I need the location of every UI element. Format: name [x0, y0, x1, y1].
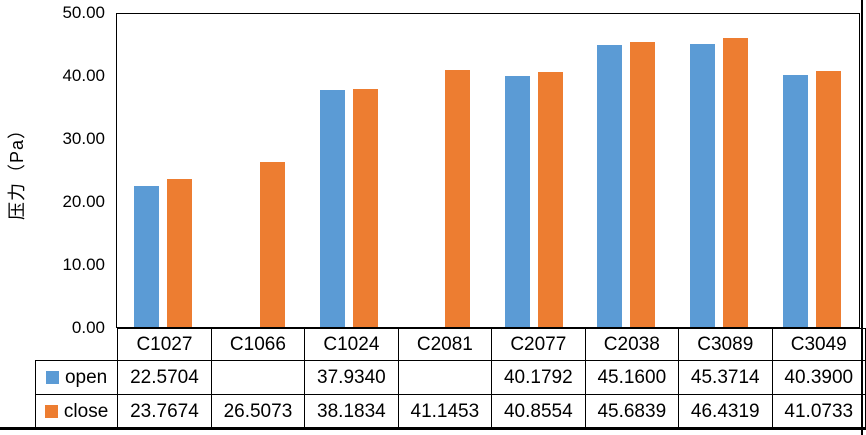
value-cell: 40.3900	[771, 360, 866, 395]
table-corner-cell	[36, 329, 118, 361]
legend-cell-close: close	[34, 394, 119, 429]
bar-open-C3089	[689, 44, 715, 327]
value-cell: 41.0733	[771, 394, 866, 429]
category-header-cell: C2081	[397, 328, 493, 361]
y-tick-label: 10.00	[62, 255, 105, 274]
category-header-cell: C1066	[210, 328, 306, 361]
bar-open-C2038	[597, 45, 623, 327]
series-name-label: close	[63, 400, 109, 422]
y-tick-label: 20.00	[62, 192, 105, 211]
bar-open-C1027	[134, 186, 160, 327]
value-cell: 22.5704	[117, 360, 212, 395]
series-name-label: open	[64, 366, 108, 388]
category-header-cell: C1024	[304, 328, 399, 361]
chart-outer-border-bottom	[0, 427, 866, 430]
bar-open-C1024	[319, 90, 345, 327]
value-cell: 45.1600	[584, 360, 680, 395]
bar-close-C2081	[445, 70, 471, 327]
value-cell: 45.6839	[584, 394, 680, 429]
data-table: C1027 C1066 C1024 C2081 C2077 C2038 C3089 C3049…	[34, 328, 866, 429]
bar-close-C1024	[352, 88, 378, 327]
bar-close-C1066	[259, 161, 285, 327]
value-cell: 38.1834	[304, 394, 399, 429]
value-cell: 40.1792	[491, 360, 586, 395]
table-row-open: open 22.5704 37.9340 40.1792 45.1600 45.3714 4…	[34, 360, 866, 395]
legend-swatch-close	[44, 404, 58, 418]
value-cell: 40.8554	[491, 394, 586, 429]
value-cell	[210, 360, 306, 395]
bar-close-C3089	[722, 37, 748, 327]
y-tick-label: 0.00	[71, 318, 105, 337]
category-header-cell: C1027	[117, 328, 212, 361]
value-cell: 26.5073	[210, 394, 306, 429]
value-cell: 41.1453	[397, 394, 493, 429]
bar-open-C3049	[782, 75, 808, 327]
value-cell: 46.4319	[678, 394, 773, 429]
value-cell: 37.9340	[304, 360, 399, 395]
category-header-cell: C2077	[491, 328, 586, 361]
legend-cell-open: open	[34, 360, 119, 395]
bar-open-C2077	[504, 76, 530, 327]
y-tick-label: 40.00	[62, 66, 105, 85]
value-cell: 45.3714	[678, 360, 773, 395]
value-cell: 23.7674	[117, 394, 212, 429]
bar-close-C3049	[815, 70, 841, 327]
bar-close-C1027	[167, 178, 193, 327]
bar-close-C2077	[537, 72, 563, 327]
y-tick-label: 50.00	[62, 3, 105, 22]
table-row-close: close 23.7674 26.5073 38.1834 41.1453 40.8554…	[34, 394, 866, 429]
category-header-cell: C2038	[584, 328, 680, 361]
table-header-row: C1027 C1066 C1024 C2081 C2077 C2038 C3089 C3049	[36, 328, 866, 361]
plot-area	[116, 13, 860, 328]
category-header-cell: C3049	[771, 328, 866, 361]
bar-close-C2038	[630, 42, 656, 327]
category-header-cell: C3089	[678, 328, 773, 361]
y-tick-label: 30.00	[62, 129, 105, 148]
value-cell	[397, 360, 493, 395]
legend-swatch-open	[45, 370, 59, 384]
chart-outer-border-right	[861, 0, 863, 435]
